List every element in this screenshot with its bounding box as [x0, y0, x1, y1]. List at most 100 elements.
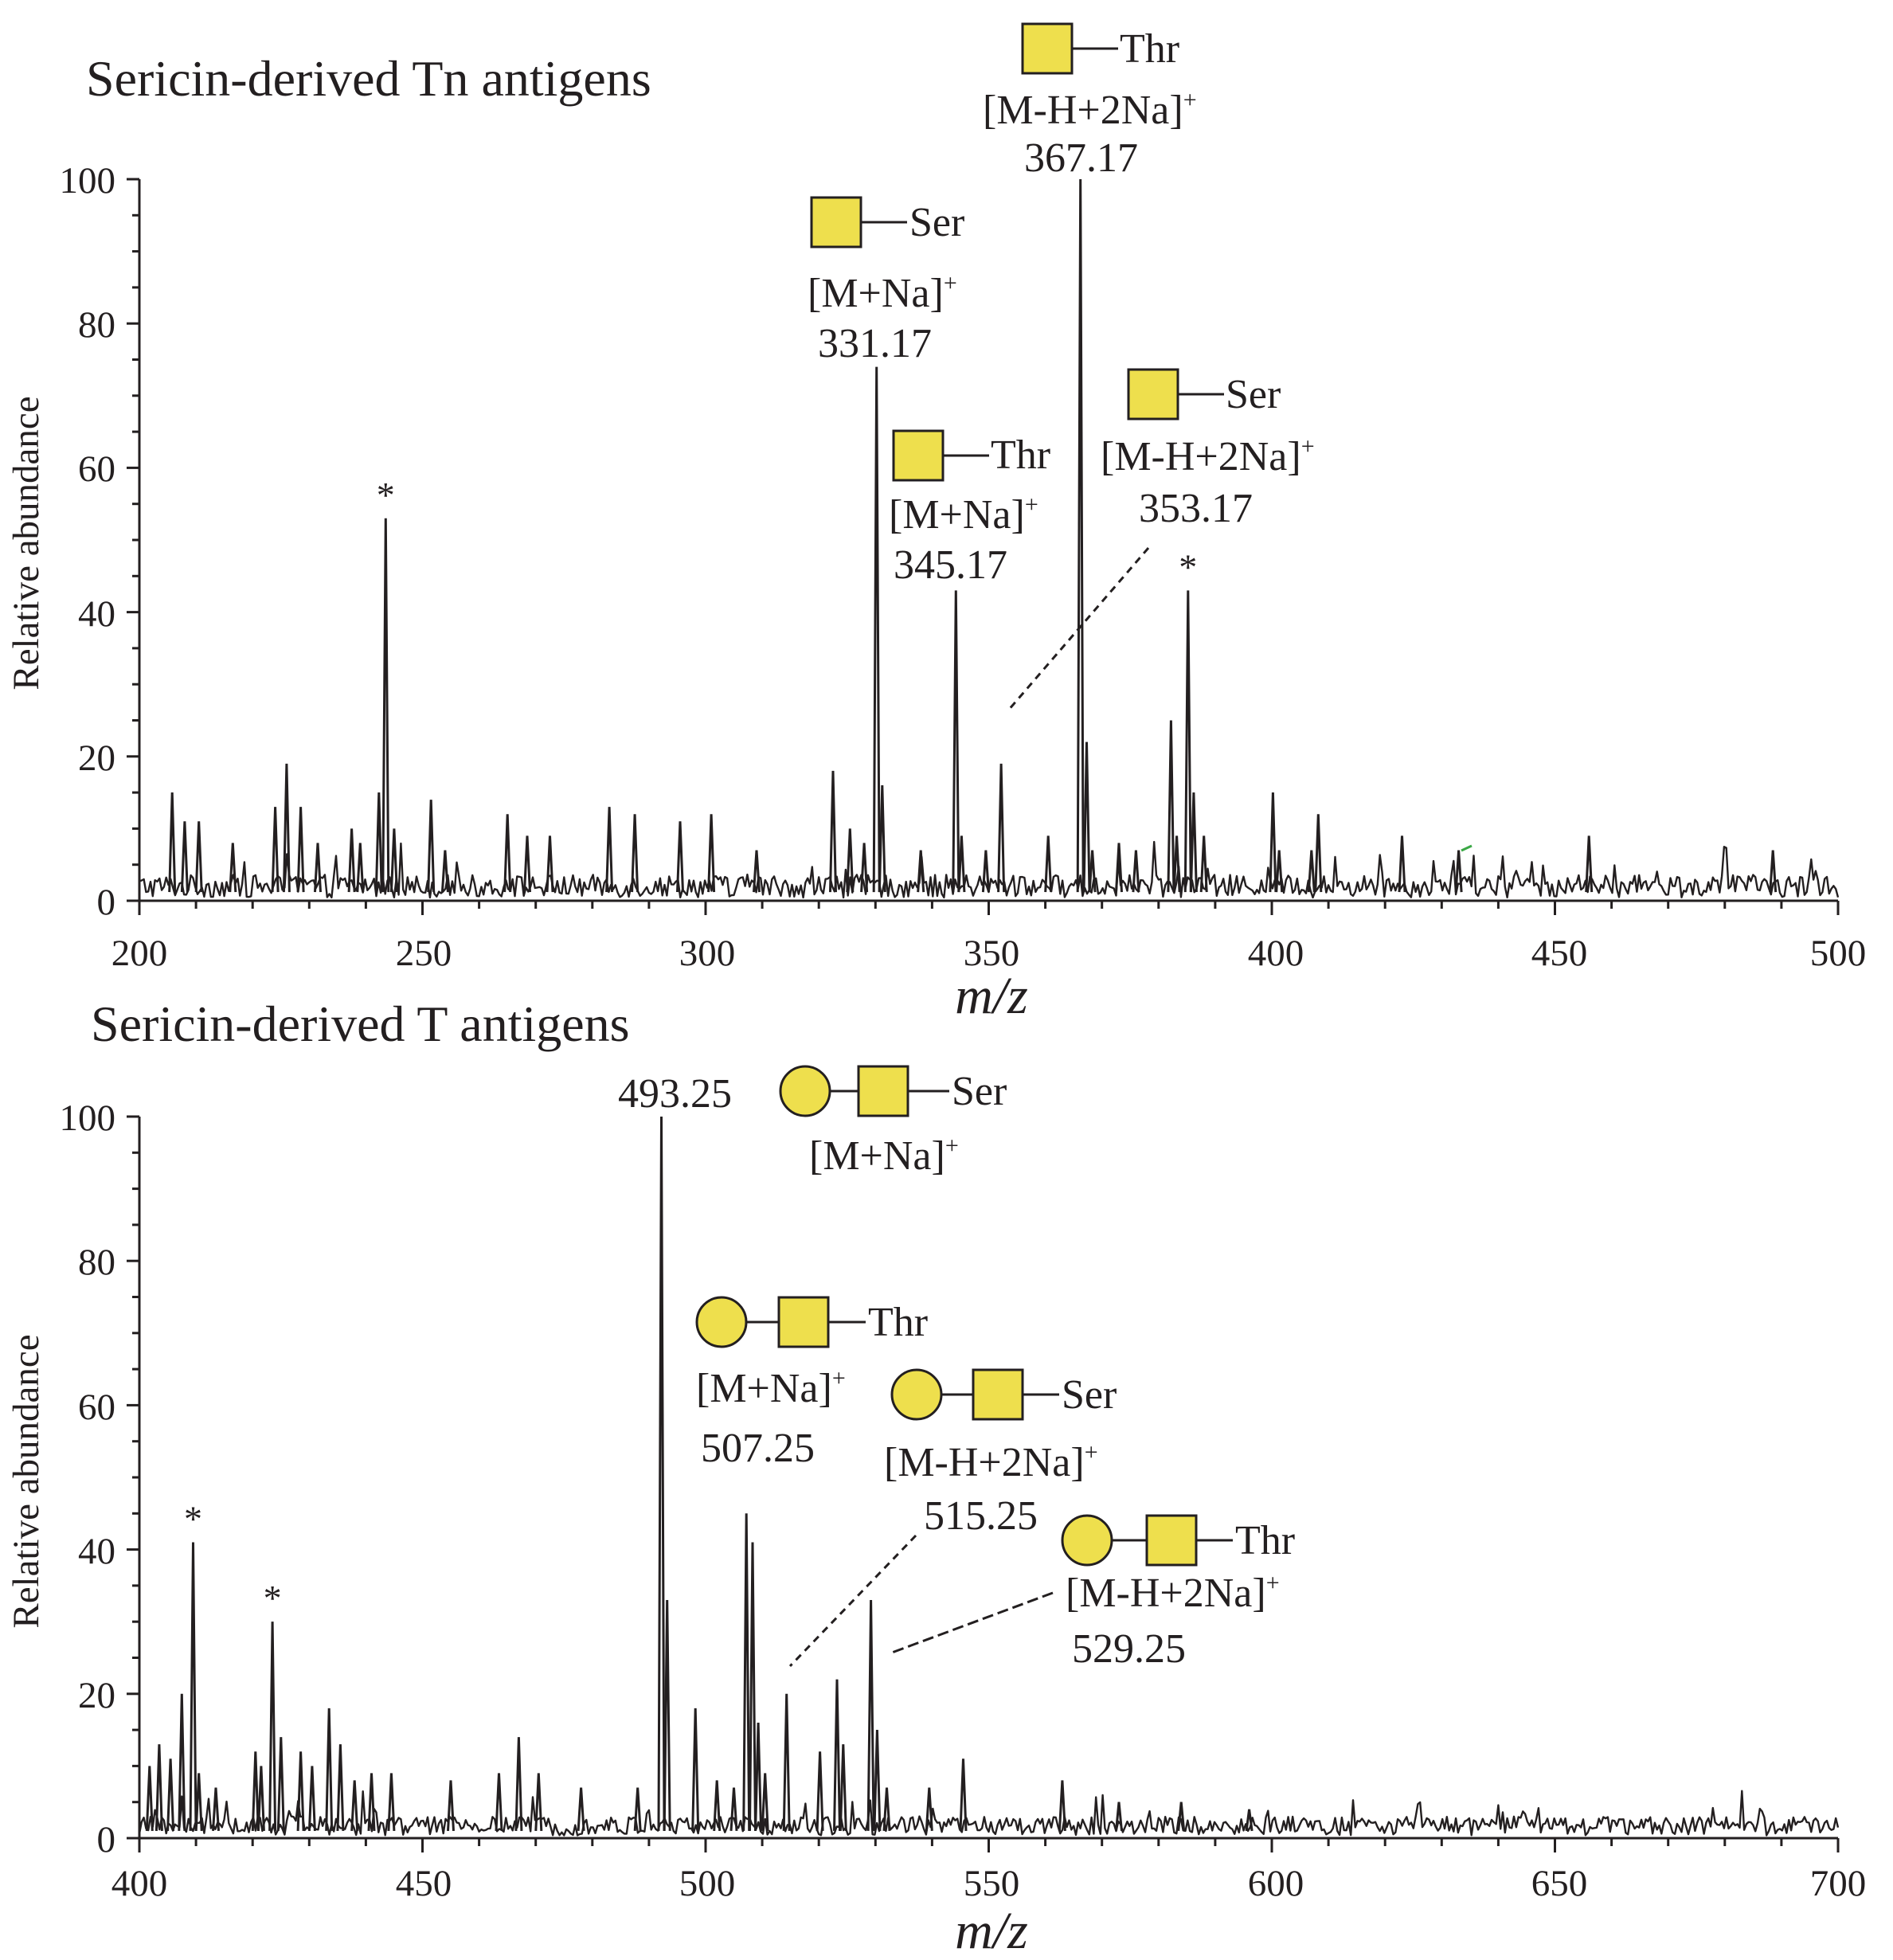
spectrum-peak	[325, 1708, 334, 1831]
spectrum-peak	[878, 784, 886, 893]
spectrum-peak	[1275, 850, 1284, 893]
spectrum-peak	[997, 763, 1006, 893]
spectrum-peak	[212, 1787, 220, 1831]
spectrum-peak	[296, 807, 305, 893]
annotation-t-thr-mna: Thr [M+Na]+ 507.25	[695, 1296, 928, 1471]
spectrum-peak	[534, 1773, 543, 1831]
spectrum-peak	[754, 1722, 763, 1831]
annotation-thr-mna: Thr [M+Na]+ 345.17	[889, 429, 1050, 588]
galnac-square-icon	[1127, 368, 1179, 421]
x-tick-label: 450	[1531, 933, 1588, 974]
spectrum-peak	[251, 1751, 260, 1831]
x-tick-label: 400	[1248, 933, 1304, 974]
mz-label: 493.25	[618, 1071, 732, 1117]
galnac-square-icon	[972, 1368, 1024, 1421]
spectrum-peak	[1172, 835, 1181, 893]
ion-label: [M+Na]+	[696, 1365, 846, 1411]
spectrum-peak	[1454, 850, 1463, 893]
spectrum-peak	[839, 1744, 847, 1831]
spectrum-peak	[1167, 720, 1175, 893]
y-tick-label: 80	[78, 304, 115, 346]
spectrum-peak	[523, 835, 531, 893]
ion-label: [M+Na]+	[808, 270, 957, 316]
y-tick-label: 100	[60, 160, 116, 201]
t-antigen-spectrum-panel: Sericin-derived T antigens Relative abun…	[6, 996, 1866, 1960]
galactose-circle-icon	[779, 1065, 831, 1117]
stray-mark	[1461, 844, 1473, 852]
spectrum-peak	[605, 807, 614, 893]
mz-label: 331.17	[818, 321, 932, 366]
spectrum-peak	[1044, 835, 1053, 893]
panel-title: Sericin-derived T antigens	[91, 996, 630, 1052]
spectrum-trace-group	[138, 1790, 1840, 1837]
spectrum-peak	[381, 518, 390, 893]
ion-label: [M-H+2Na]+	[1101, 433, 1315, 479]
ion-label: [M+Na]+	[809, 1133, 959, 1179]
spectrum-peak	[1398, 835, 1406, 893]
amino-acid-label: Thr	[868, 1300, 928, 1345]
spectrum-peak	[282, 763, 291, 893]
spectrum-peak	[1585, 835, 1594, 893]
spectrum-peak	[387, 1773, 396, 1831]
spectrum-peak	[194, 821, 203, 893]
spectrum-peak	[180, 821, 189, 893]
spectrum-peak	[350, 1780, 359, 1831]
spectrum-peak	[440, 850, 449, 893]
x-axis-label: m/z	[955, 1902, 1028, 1960]
x-tick-label: 500	[1810, 933, 1867, 974]
spectrum-peak	[546, 835, 554, 893]
y-axis-label: Relative abundance	[6, 1334, 47, 1628]
x-tick-label: 450	[396, 1863, 452, 1904]
spectrum-peak	[229, 843, 237, 893]
x-tick-label: 200	[111, 933, 168, 974]
spectrum-peak	[782, 1693, 791, 1831]
annotation-t-ser-mna: Ser [M+Na]+	[779, 1065, 1007, 1179]
spectrum-peak	[268, 1622, 277, 1831]
x-tick-label: 300	[679, 933, 736, 974]
spectrum-peak	[1307, 850, 1316, 893]
spectrum-peak	[959, 1759, 968, 1831]
spectrum-peak	[347, 828, 356, 893]
y-tick-label: 60	[78, 448, 115, 490]
spectrum-peak	[753, 850, 761, 893]
marker-stars: **	[184, 1499, 282, 1619]
galnac-square-icon	[892, 429, 945, 482]
spectrum-peak	[189, 1542, 198, 1831]
asterisk-marker: *	[1179, 546, 1197, 587]
mz-label: 353.17	[1139, 486, 1253, 531]
amino-acid-label: Ser	[1062, 1372, 1117, 1418]
spectrum-peak	[761, 1773, 769, 1831]
spectrum-peak	[271, 807, 280, 893]
spectrum-peak	[882, 1787, 891, 1831]
annotation-t-thr-mh2na: Thr [M-H+2Na]+ 529.25	[891, 1514, 1295, 1672]
x-tick-label: 500	[679, 1863, 736, 1904]
spectrum-peak	[833, 1679, 841, 1831]
spectrum-peak	[749, 1542, 757, 1831]
spectrum-peak	[742, 1513, 751, 1831]
amino-acid-label: Ser	[909, 200, 964, 245]
mz-label: 529.25	[1072, 1626, 1186, 1672]
y-tick-label: 40	[78, 593, 115, 635]
spectrum-peak	[389, 828, 398, 893]
peaks-group	[168, 178, 1778, 893]
amino-acid-label: Thr	[1235, 1518, 1295, 1563]
y-tick-label: 0	[97, 882, 116, 923]
ion-label: [M+Na]+	[889, 491, 1038, 538]
spectrum-peak	[1199, 835, 1208, 893]
x-tick-label: 550	[964, 1863, 1020, 1904]
spectrum-peak	[194, 1773, 203, 1831]
spectrum-peak	[846, 828, 855, 893]
annotation-ser-mh2na: Ser [M-H+2Na]+ 353.17	[1007, 368, 1315, 711]
annotation-t-ser-mh2na: Ser [M-H+2Na]+ 515.25	[788, 1368, 1117, 1668]
spectrum-peak	[1269, 792, 1277, 893]
spectrum-peak	[356, 843, 365, 893]
galactose-circle-icon	[890, 1368, 943, 1421]
mz-label: 515.25	[924, 1493, 1038, 1539]
x-tick-label: 700	[1810, 1863, 1867, 1904]
spectrum-peak	[514, 1737, 523, 1831]
spectrum-peak	[1177, 1802, 1186, 1832]
spectrum-peak	[495, 1773, 503, 1831]
asterisk-marker: *	[377, 475, 395, 515]
spectrum-peak	[1058, 1780, 1066, 1831]
galactose-circle-icon	[1061, 1514, 1113, 1567]
